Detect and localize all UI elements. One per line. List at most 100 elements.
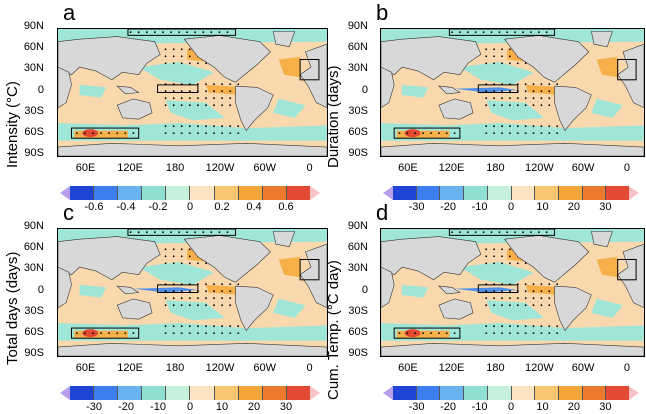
colorbar-under-triangle bbox=[383, 386, 393, 400]
significance-dot bbox=[459, 231, 461, 234]
land-mass bbox=[183, 235, 271, 283]
significance-dot bbox=[164, 332, 167, 334]
longitude-tick-label: 0 bbox=[623, 362, 631, 374]
colorbar bbox=[70, 186, 310, 200]
significance-dot bbox=[145, 231, 148, 234]
significance-dot bbox=[445, 332, 448, 334]
latitude-tick-label: 30N bbox=[23, 262, 44, 275]
significance-dot bbox=[453, 132, 456, 134]
negative-anomaly-region bbox=[591, 298, 623, 318]
significance-dot bbox=[172, 248, 175, 251]
significance-dot bbox=[485, 97, 488, 100]
significance-dot bbox=[164, 125, 167, 128]
significance-dot bbox=[548, 97, 551, 100]
significance-dot bbox=[501, 132, 503, 134]
significance-dot bbox=[485, 332, 488, 334]
latitude-tick-label: 30N bbox=[347, 262, 368, 275]
significance-dot bbox=[180, 104, 183, 107]
significance-dot bbox=[509, 325, 511, 328]
colorbar-segment bbox=[606, 186, 630, 200]
significance-dot bbox=[229, 104, 232, 107]
colorbar-segment bbox=[142, 186, 167, 200]
significance-dot bbox=[501, 304, 503, 307]
panel-letter: a bbox=[63, 0, 76, 25]
significance-dot bbox=[509, 62, 511, 65]
longitude-tick-label: 60W bbox=[571, 362, 595, 374]
latitude-tick-label: 90S bbox=[24, 147, 44, 159]
significance-dot bbox=[485, 132, 488, 134]
significance-dot bbox=[501, 104, 503, 107]
latitude-tick-label: 30S bbox=[24, 104, 44, 117]
significance-dot bbox=[172, 255, 175, 258]
latitude-tick-label: 60S bbox=[24, 325, 44, 338]
latitude-tick-label: 0 bbox=[37, 283, 44, 296]
significance-dot bbox=[548, 290, 551, 293]
significance-dot bbox=[509, 90, 511, 93]
significance-dot bbox=[116, 332, 119, 334]
significance-dot bbox=[501, 290, 503, 293]
significance-dot bbox=[229, 290, 232, 293]
latitude-tick-label: 90S bbox=[348, 347, 368, 359]
significance-dot bbox=[524, 90, 527, 93]
significance-dot bbox=[108, 132, 110, 134]
significance-dot bbox=[221, 304, 224, 307]
significance-dot bbox=[532, 290, 535, 293]
significance-dot bbox=[188, 132, 191, 134]
significance-dot bbox=[229, 97, 232, 100]
positive-anomaly-region bbox=[596, 256, 618, 278]
colorbar-segment bbox=[487, 186, 512, 200]
significance-dot bbox=[188, 90, 191, 93]
significance-dot bbox=[509, 48, 511, 51]
region-box bbox=[477, 284, 519, 294]
significance-dot bbox=[540, 125, 543, 128]
significance-dot bbox=[221, 90, 224, 93]
significance-dot bbox=[509, 262, 511, 265]
significance-dot bbox=[501, 255, 503, 258]
colorbar-segment bbox=[94, 186, 119, 200]
significance-dot bbox=[466, 231, 469, 234]
significance-dot bbox=[524, 283, 527, 286]
significance-dot bbox=[205, 97, 207, 100]
significance-dot bbox=[501, 325, 503, 328]
significance-dot bbox=[197, 304, 199, 307]
significance-dot bbox=[414, 332, 417, 334]
map-canvas bbox=[57, 228, 328, 357]
significance-dot bbox=[532, 325, 535, 328]
land-mass bbox=[381, 66, 395, 109]
colorbar-tick-label: -20 bbox=[118, 401, 134, 413]
land-mass bbox=[591, 231, 613, 248]
significance-dot bbox=[438, 132, 440, 134]
colorbar-segment bbox=[464, 186, 488, 200]
negative-anomaly-region bbox=[138, 262, 214, 285]
significance-dot bbox=[178, 31, 180, 34]
negative-anomaly-region bbox=[273, 98, 306, 118]
negative-anomaly-region bbox=[138, 62, 214, 85]
longitude-tick-label: 120W bbox=[525, 362, 554, 374]
land-mass bbox=[617, 43, 644, 109]
colorbar-segment bbox=[558, 386, 583, 400]
land-mass bbox=[235, 285, 274, 332]
significance-dot bbox=[540, 104, 543, 107]
significance-dot bbox=[180, 55, 183, 58]
longitude-tick-label: 120E bbox=[117, 162, 143, 174]
significance-dot bbox=[522, 31, 524, 34]
significance-dot bbox=[532, 104, 535, 107]
colorbar-tick-label: 10 bbox=[536, 401, 549, 413]
region-box bbox=[157, 84, 199, 94]
significance-dot bbox=[172, 132, 175, 134]
positive-anomaly-region bbox=[596, 56, 618, 78]
significance-dot bbox=[548, 104, 551, 107]
land-mass bbox=[591, 31, 613, 48]
significance-dot bbox=[221, 297, 224, 300]
land-mass bbox=[116, 85, 140, 95]
significance-dot bbox=[153, 231, 156, 234]
significance-dot bbox=[501, 97, 503, 100]
region-box bbox=[157, 284, 199, 294]
significance-dot bbox=[213, 132, 215, 134]
significance-dot bbox=[516, 325, 519, 328]
colorbar-under-triangle bbox=[60, 386, 70, 400]
colorbar-segment bbox=[535, 386, 559, 400]
latitude-tick-label: 90N bbox=[23, 20, 44, 32]
longitude-tick-label: 180 bbox=[486, 362, 505, 374]
significance-dot bbox=[493, 132, 495, 134]
